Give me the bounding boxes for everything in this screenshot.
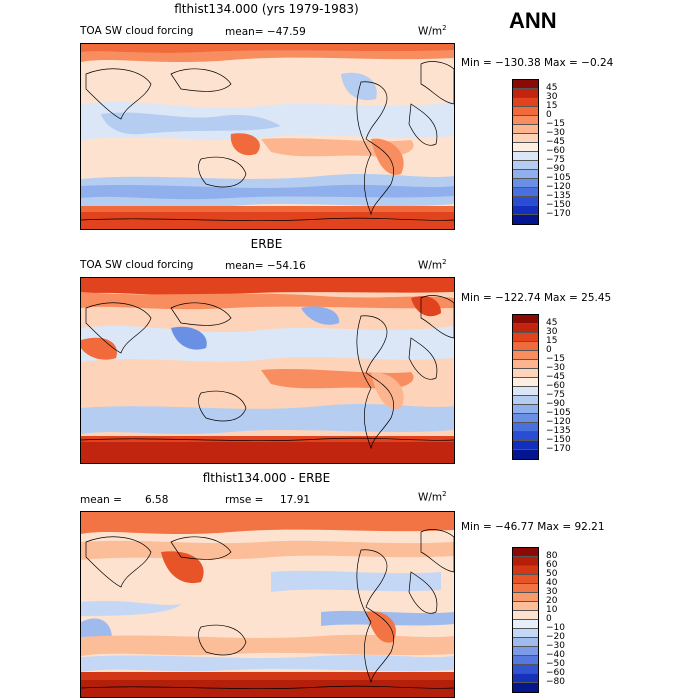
panel3-colorbar-tick: 30 [546,587,558,597]
panel3-rmse-value: 17.91 [280,494,311,506]
panel2-colorbar-tick: 30 [546,327,558,337]
panel3-minmax: Min = −46.77 Max = 92.21 [461,521,605,533]
panel3-units: W/m2 [418,490,447,504]
panel1-colorbar-tick: −75 [546,155,565,165]
panel1-colorbar-tick: −60 [546,146,565,156]
panel3-title: flthist134.000 - ERBE [202,471,331,485]
panel3-colorbar-tick: −20 [546,632,565,642]
panel1-map [80,43,455,230]
panel3-colorbar-tick: −10 [546,623,565,633]
panel1-colorbar-tick: −30 [546,128,565,138]
panel1-colorbar [512,79,539,225]
panel3-colorbar-tick: −40 [546,650,565,660]
panel1-colorbar-tick: −150 [546,200,571,210]
panel3-colorbar-tick: 0 [546,614,552,624]
panel1-colorbar-tick: −170 [546,209,571,219]
panel2-variable-label: TOA SW cloud forcing [80,259,194,271]
panel2-colorbar-tick: −75 [546,390,565,400]
panel2-colorbar-tick: −90 [546,399,565,409]
panel2-colorbar-tick: 45 [546,318,558,328]
panel1-mean: mean= −47.59 [225,26,306,38]
panel1-colorbar-tick: 0 [546,110,552,120]
panel1-colorbar-tick: −135 [546,191,571,201]
panel3-mean-value: 6.58 [145,494,169,506]
panel1-colorbar-tick: −45 [546,137,565,147]
panel2-colorbar-tick: −15 [546,354,565,364]
panel2-title: ERBE [250,237,283,251]
panel3-colorbar-tick: 40 [546,578,558,588]
panel3-mean-label: mean = [80,494,122,506]
panel3-colorbar-tick: 50 [546,569,558,579]
panel1-colorbar-tick: 45 [546,83,558,93]
panel2-colorbar-tick: −105 [546,408,571,418]
panel2-mean: mean= −54.16 [225,260,306,272]
panel3-rmse-label: rmse = [225,494,264,506]
panel2-map [80,277,455,464]
panel1-colorbar-tick: −90 [546,164,565,174]
panel3-colorbar-tick: 10 [546,605,558,615]
panel3-colorbar-tick: 20 [546,596,558,606]
panel1-colorbar-tick: 30 [546,92,558,102]
panel3-map [80,511,455,698]
panel2-colorbar-tick: −150 [546,435,571,445]
panel3-colorbar-tick: 60 [546,560,558,570]
panel3-colorbar-tick: −50 [546,659,565,669]
panel2-colorbar-tick: 15 [546,336,558,346]
panel1-colorbar-tick: −15 [546,119,565,129]
panel2-colorbar [512,314,539,460]
panel2-colorbar-tick: −60 [546,381,565,391]
panel1-colorbar-tick: 15 [546,101,558,111]
panel1-minmax: Min = −130.38 Max = −0.24 [461,57,614,69]
panel1-colorbar-tick: −120 [546,182,571,192]
panel1-variable-label: TOA SW cloud forcing [80,25,194,37]
panel2-colorbar-tick: −120 [546,417,571,427]
panel1-units: W/m2 [418,24,447,38]
panel3-colorbar-tick: −60 [546,668,565,678]
season-label: ANN [509,8,557,33]
panel2-colorbar-tick: −45 [546,372,565,382]
panel3-colorbar [512,547,539,693]
panel2-colorbar-tick: 0 [546,345,552,355]
panel3-colorbar-tick: −80 [546,677,565,687]
panel1-title: flthist134.000 (yrs 1979-1983) [174,2,359,16]
panel2-colorbar-tick: −135 [546,426,571,436]
panel2-colorbar-tick: −170 [546,444,571,454]
panel3-colorbar-tick: 80 [546,551,558,561]
panel2-colorbar-tick: −30 [546,363,565,373]
panel2-units: W/m2 [418,258,447,272]
panel3-colorbar-tick: −30 [546,641,565,651]
panel2-minmax: Min = −122.74 Max = 25.45 [461,292,612,304]
panel1-colorbar-tick: −105 [546,173,571,183]
